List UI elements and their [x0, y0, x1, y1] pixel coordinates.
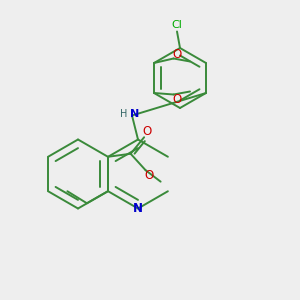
Text: N: N: [133, 202, 143, 215]
Text: O: O: [172, 92, 182, 106]
Text: O: O: [172, 48, 182, 62]
Text: N: N: [130, 109, 139, 119]
Text: H: H: [120, 109, 127, 119]
Text: O: O: [142, 125, 151, 138]
Text: Cl: Cl: [172, 20, 182, 30]
Text: O: O: [145, 169, 154, 182]
